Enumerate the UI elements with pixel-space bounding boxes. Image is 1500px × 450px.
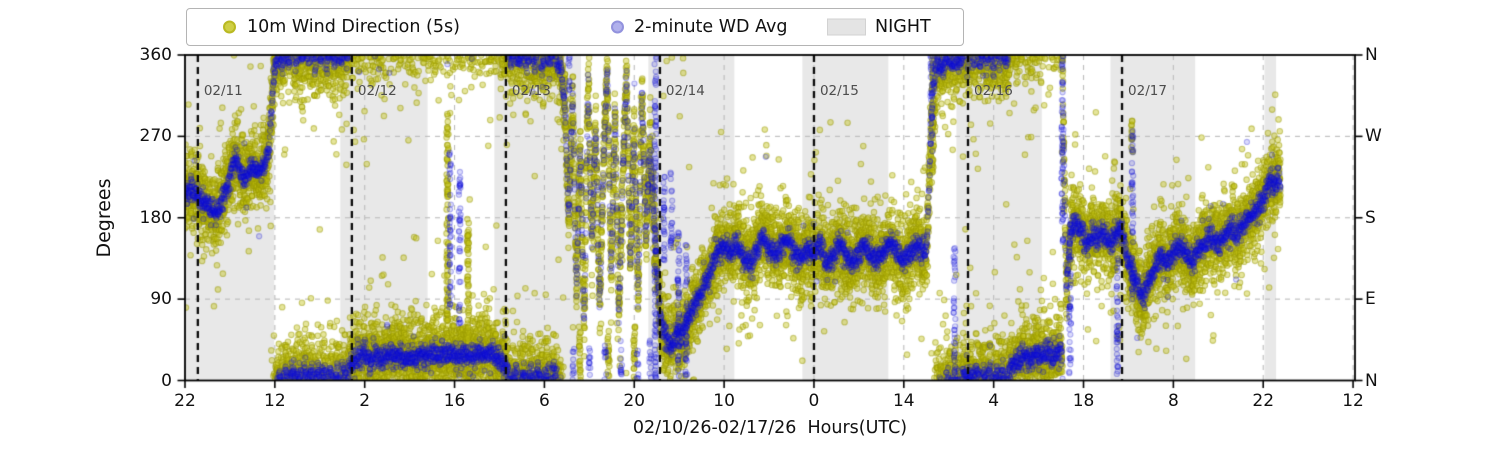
date-annotation: 02/13 <box>511 83 551 99</box>
x-tick-label: 22 <box>1252 391 1275 411</box>
x-tick-label: 16 <box>443 391 466 411</box>
date-annotation: 02/14 <box>665 83 705 99</box>
x-tick-label: 20 <box>623 391 646 411</box>
y-tick-label: 360 <box>139 45 172 65</box>
x-tick-label: 8 <box>1167 391 1179 411</box>
x-tick-label: 12 <box>264 391 286 411</box>
x-tick-label: 10 <box>713 391 735 411</box>
x-tick-label: 0 <box>808 391 820 411</box>
x-tick-label: 6 <box>538 391 550 411</box>
date-annotation: 02/12 <box>357 83 397 99</box>
x-tick-label: 12 <box>1342 391 1364 411</box>
y-tick-label: 0 <box>161 370 172 391</box>
y-tick-label: 90 <box>150 289 172 310</box>
legend-label-wind-5s: 10m Wind Direction (5s) <box>247 17 460 37</box>
compass-tick-label: S <box>1365 207 1376 228</box>
night-patch-icon <box>827 18 866 36</box>
x-axis-title: 02/10/26-02/17/26 Hours(UTC) <box>632 418 908 438</box>
date-annotation: 02/16 <box>973 83 1013 99</box>
date-annotation: 02/11 <box>203 83 243 99</box>
y-axis-title: Degrees <box>93 178 115 258</box>
date-annotation: 02/15 <box>819 83 859 99</box>
legend: 10m Wind Direction (5s) 2-minute WD Avg … <box>186 8 964 46</box>
wd-avg-marker-icon <box>611 20 624 34</box>
y-tick-label: 180 <box>139 207 172 228</box>
x-tick-label: 22 <box>174 391 196 411</box>
date-annotation: 02/17 <box>1128 83 1167 99</box>
x-tick-label: 18 <box>1072 391 1095 411</box>
legend-label-night: NIGHT <box>875 17 931 37</box>
compass-tick-label: N <box>1365 370 1378 391</box>
x-tick-label: 2 <box>359 391 371 411</box>
compass-tick-label: E <box>1365 289 1376 310</box>
compass-tick-label: N <box>1365 45 1378 65</box>
compass-tick-label: W <box>1365 126 1382 147</box>
x-tick-label: 14 <box>892 391 915 411</box>
y-tick-label: 270 <box>139 126 172 147</box>
x-tick-label: 4 <box>988 391 1000 411</box>
wind-5s-marker-icon <box>223 20 236 34</box>
legend-label-wd-avg: 2-minute WD Avg <box>634 17 788 37</box>
